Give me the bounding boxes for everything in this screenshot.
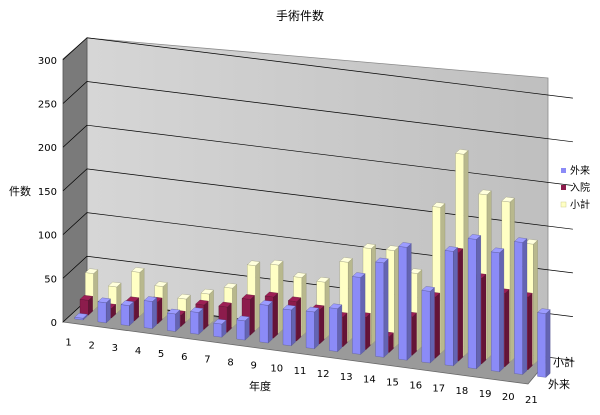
bar-外来-19 bbox=[490, 247, 505, 373]
x-tick-label: 21 bbox=[525, 395, 538, 406]
bar-外来-5 bbox=[166, 308, 181, 332]
gridline bbox=[62, 168, 573, 230]
y-tick-label: 0 bbox=[51, 318, 57, 329]
x-tick-label: 7 bbox=[204, 355, 210, 366]
x-tick-label: 13 bbox=[340, 372, 353, 383]
x-tick-label: 17 bbox=[432, 383, 445, 394]
bar-外来-15 bbox=[398, 242, 412, 361]
y-tick-label: 250 bbox=[38, 100, 57, 111]
bar-外来-14 bbox=[375, 257, 389, 358]
bar-外来-9 bbox=[259, 300, 273, 344]
x-axis-ticks: 1 2 3 4 5 6 7 8 9 10 11 12 13 14 15 16 17 18 19 20 21 bbox=[65, 337, 537, 405]
x-tick-label: 8 bbox=[227, 358, 233, 369]
bar-外来-20 bbox=[514, 237, 528, 375]
x-tick-label: 10 bbox=[270, 363, 283, 374]
y-tick-label: 200 bbox=[38, 143, 57, 154]
x-tick-label: 19 bbox=[479, 389, 492, 400]
bar-外来-3 bbox=[120, 300, 135, 327]
bar-入院-1 bbox=[79, 295, 94, 316]
y-axis-ticks: 0 50 100 150 200 250 300 bbox=[38, 56, 57, 329]
bar-外来-18 bbox=[467, 234, 482, 370]
x-tick-label: 16 bbox=[409, 381, 422, 392]
bar-外来-10 bbox=[282, 304, 296, 347]
legend-label: 入院 bbox=[570, 181, 590, 194]
y-tick-label: 50 bbox=[44, 274, 57, 285]
bars bbox=[74, 149, 551, 378]
chart-title: 手術件数 bbox=[276, 8, 324, 23]
x-tick-label: 18 bbox=[456, 386, 469, 397]
x-tick-label: 6 bbox=[181, 352, 187, 363]
bar-外来-13 bbox=[352, 272, 366, 355]
y-tick-label: 300 bbox=[38, 56, 57, 67]
legend-label: 小計 bbox=[570, 198, 590, 211]
x-tick-label: 12 bbox=[317, 369, 330, 380]
x-tick-label: 2 bbox=[89, 340, 95, 351]
legend-label: 外来 bbox=[570, 165, 590, 177]
bar-外来-8 bbox=[236, 315, 250, 341]
depth-label-subtotal: 小計 bbox=[553, 355, 575, 369]
x-tick-label: 9 bbox=[251, 360, 257, 371]
bar-外来-12 bbox=[328, 303, 343, 352]
bar-外来-1 bbox=[74, 313, 88, 321]
bar-外来-17 bbox=[444, 246, 458, 367]
bar-外来-4 bbox=[143, 296, 158, 329]
gridline bbox=[62, 124, 573, 186]
x-tick-label: 3 bbox=[112, 343, 118, 354]
y-tick-label: 150 bbox=[38, 187, 57, 198]
bar-外来-2 bbox=[97, 297, 111, 324]
bar-外来-11 bbox=[305, 306, 320, 350]
bar-外来-21 bbox=[537, 308, 551, 378]
x-tick-label: 20 bbox=[502, 392, 515, 403]
x-tick-label: 4 bbox=[135, 346, 141, 357]
x-axis-label: 年度 bbox=[249, 379, 271, 393]
legend-swatch bbox=[560, 201, 567, 208]
x-tick-label: 1 bbox=[65, 337, 71, 348]
x-tick-label: 14 bbox=[363, 375, 376, 386]
x-tick-label: 15 bbox=[386, 378, 399, 389]
y-tick-label: 100 bbox=[38, 231, 57, 242]
x-tick-label: 5 bbox=[158, 349, 164, 360]
x-tick-label: 11 bbox=[294, 366, 307, 377]
bar-外来-7 bbox=[213, 318, 227, 338]
gridline bbox=[62, 37, 573, 99]
y-axis-label: 件数 bbox=[9, 185, 31, 198]
bar-外来-6 bbox=[190, 307, 204, 335]
legend-swatch bbox=[561, 185, 566, 190]
legend-swatch bbox=[561, 168, 566, 173]
bar-外来-16 bbox=[421, 286, 435, 364]
depth-label-outpatient: 外来 bbox=[548, 378, 570, 391]
gridline bbox=[62, 81, 573, 143]
